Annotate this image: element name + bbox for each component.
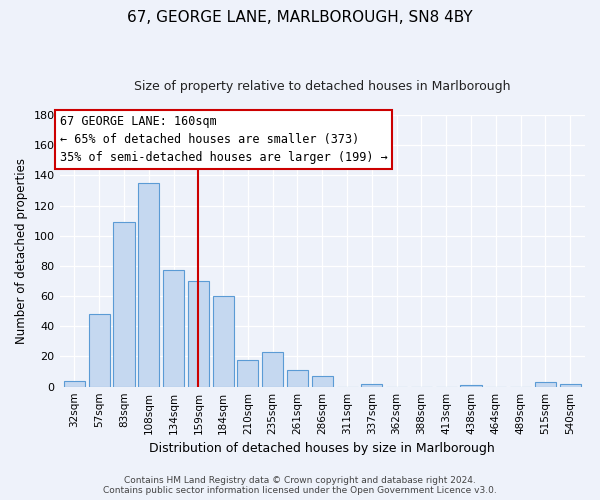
- Bar: [212, 296, 233, 386]
- Bar: [361, 384, 382, 386]
- Bar: [64, 380, 85, 386]
- Bar: [138, 183, 160, 386]
- Text: Contains HM Land Registry data © Crown copyright and database right 2024.
Contai: Contains HM Land Registry data © Crown c…: [103, 476, 497, 495]
- Bar: [287, 370, 308, 386]
- Text: 67, GEORGE LANE, MARLBOROUGH, SN8 4BY: 67, GEORGE LANE, MARLBOROUGH, SN8 4BY: [127, 10, 473, 25]
- Title: Size of property relative to detached houses in Marlborough: Size of property relative to detached ho…: [134, 80, 511, 93]
- Bar: [113, 222, 134, 386]
- Bar: [238, 360, 259, 386]
- X-axis label: Distribution of detached houses by size in Marlborough: Distribution of detached houses by size …: [149, 442, 495, 455]
- Bar: [460, 385, 482, 386]
- Bar: [163, 270, 184, 386]
- Y-axis label: Number of detached properties: Number of detached properties: [15, 158, 28, 344]
- Bar: [560, 384, 581, 386]
- Bar: [89, 314, 110, 386]
- Bar: [312, 376, 333, 386]
- Bar: [535, 382, 556, 386]
- Bar: [188, 281, 209, 386]
- Bar: [262, 352, 283, 386]
- Text: 67 GEORGE LANE: 160sqm
← 65% of detached houses are smaller (373)
35% of semi-de: 67 GEORGE LANE: 160sqm ← 65% of detached…: [59, 115, 387, 164]
